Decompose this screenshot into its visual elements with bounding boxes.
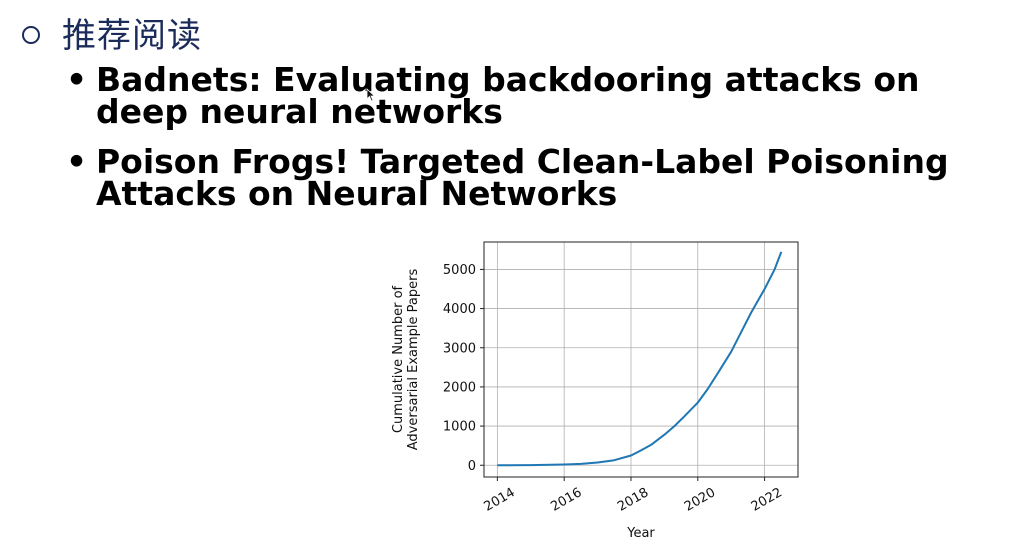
x-tick-label: 2020 <box>682 485 718 515</box>
hollow-circle-icon <box>22 25 40 44</box>
list-item: • Badnets: Evaluating backdooring attack… <box>66 60 1001 131</box>
list-item-text: Badnets: Evaluating backdooring attacks … <box>96 60 920 131</box>
line-chart: 2014 2016 2018 2020 2022 0 1000 2000 3000 4000 500… <box>391 241 799 541</box>
x-tick-label: 2022 <box>749 485 785 515</box>
chart-line-layer <box>497 251 783 467</box>
x-tick-label: 2016 <box>548 485 584 515</box>
chart-grid <box>484 242 798 477</box>
section-heading-row: 推荐阅读 <box>22 8 202 57</box>
x-tick-label: 2018 <box>615 485 651 515</box>
series-line <box>497 251 783 467</box>
bullet-dot-icon: • <box>66 142 88 181</box>
y-axis-label-line-1: Cumulative Number of <box>391 285 406 433</box>
y-tick-label: 1000 <box>443 420 476 435</box>
x-tick-label: 2014 <box>482 485 518 515</box>
y-tick-label: 3000 <box>443 341 476 356</box>
y-tick-label: 5000 <box>443 263 476 278</box>
bullet-dot-icon: • <box>66 60 88 99</box>
y-tick-label: 0 <box>468 459 476 474</box>
y-tick-label: 2000 <box>443 380 476 395</box>
mouse-cursor-icon <box>366 88 376 102</box>
list-item: • Poison Frogs! Targeted Clean-Label Poi… <box>66 142 1001 213</box>
plot-frame <box>483 241 799 478</box>
y-tick-label: 4000 <box>443 302 476 317</box>
list-item-text: Poison Frogs! Targeted Clean-Label Poiso… <box>96 142 949 213</box>
section-heading: 推荐阅读 <box>62 16 202 56</box>
x-axis-label: Year <box>626 526 655 541</box>
y-axis-label-line-2: Adversarial Example Papers <box>406 269 421 451</box>
